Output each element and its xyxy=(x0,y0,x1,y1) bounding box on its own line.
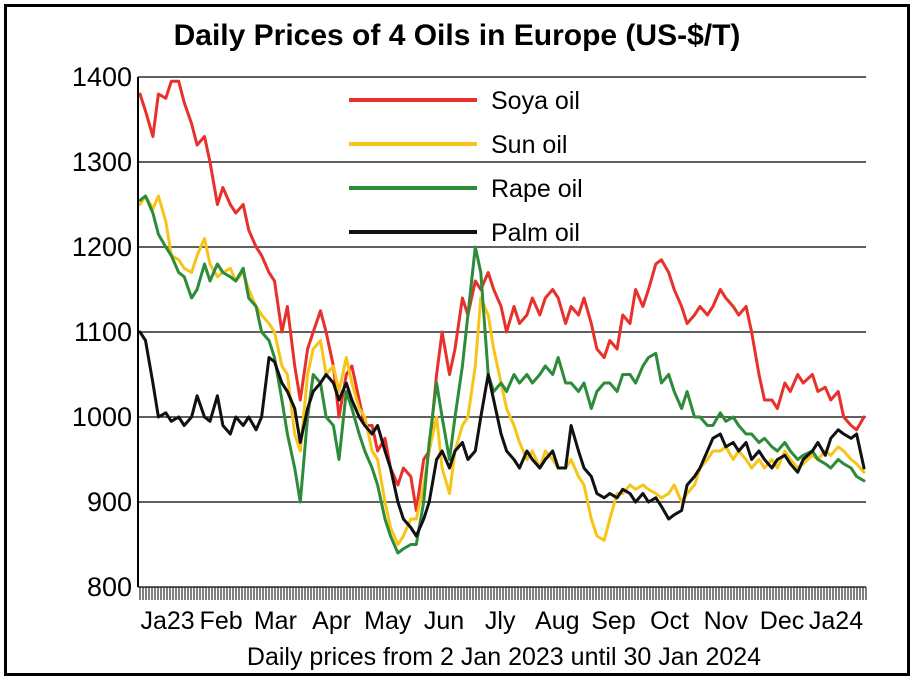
x-month-label-ja23: Ja23 xyxy=(140,607,194,635)
gridlines xyxy=(138,76,866,588)
legend-label-palm-oil: Palm oil xyxy=(491,219,580,247)
y-tick-label-900: 900 xyxy=(87,487,132,517)
x-month-label-ja24: Ja24 xyxy=(809,607,863,635)
y-tick-labels: 800 900 1000 1100 1200 1300 1400 xyxy=(72,62,132,602)
y-tick-label-1400: 1400 xyxy=(72,62,132,92)
y-tick-label-1000: 1000 xyxy=(72,402,132,432)
x-month-label-sep: Sep xyxy=(591,607,635,635)
legend-label-rape-oil: Rape oil xyxy=(491,175,583,203)
chart-title: Daily Prices of 4 Oils in Europe (US-$/T… xyxy=(174,19,741,52)
y-tick-label-800: 800 xyxy=(87,572,132,602)
y-tick-label-1300: 1300 xyxy=(72,147,132,177)
chart: Daily Prices of 4 Oils in Europe (US-$/T… xyxy=(72,19,867,671)
series-line-soya-oil xyxy=(138,79,866,512)
daily-tick-marks xyxy=(139,587,867,600)
x-month-label-mar: Mar xyxy=(254,607,297,635)
x-month-label-apr: Apr xyxy=(312,607,351,635)
series-line-palm-oil xyxy=(138,330,866,538)
x-axis-label: Daily prices from 2 Jan 2023 until 30 Ja… xyxy=(247,643,761,671)
y-tick-label-1100: 1100 xyxy=(74,317,132,347)
x-month-label-aug: Aug xyxy=(535,607,579,635)
x-month-label-oct: Oct xyxy=(650,607,689,635)
x-month-labels: Ja23 Feb Mar Apr May Jun Jly Aug Sep Oct Nov Dec Ja2… xyxy=(140,607,863,635)
y-tick-label-1200: 1200 xyxy=(72,232,132,262)
x-month-label-feb: Feb xyxy=(200,607,243,635)
x-month-label-nov: Nov xyxy=(704,607,749,635)
x-tick-marks xyxy=(139,587,867,600)
x-month-label-jun: Jun xyxy=(424,607,464,635)
x-month-label-jly: Jly xyxy=(485,607,516,635)
series-line-rape-oil xyxy=(138,194,866,555)
series-line-sun-oil xyxy=(138,194,866,546)
series-lines xyxy=(138,79,866,555)
x-month-label-may: May xyxy=(364,607,412,635)
chart-frame: Daily Prices of 4 Oils in Europe (US-$/T… xyxy=(4,4,910,676)
x-month-label-dec: Dec xyxy=(760,607,804,635)
legend-label-sun-oil: Sun oil xyxy=(491,131,567,159)
legend-label-soya-oil: Soya oil xyxy=(491,87,580,115)
legend: Soya oil Sun oil Rape oil Palm oil xyxy=(349,87,583,247)
